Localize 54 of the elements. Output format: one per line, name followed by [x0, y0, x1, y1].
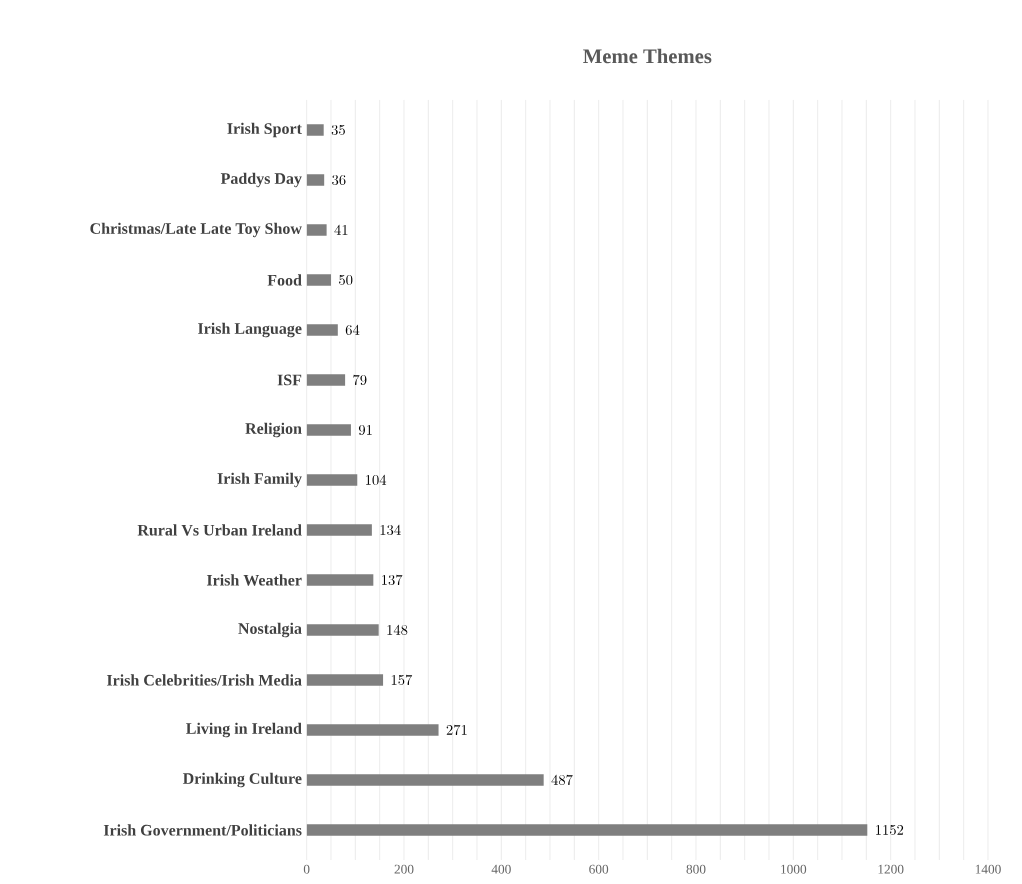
y-tick-label: Living in Ireland — [186, 722, 302, 738]
y-tick-label: Rural Vs Urban Ireland — [137, 524, 302, 536]
y-tick-label: Irish Government/Politicians — [103, 824, 302, 836]
y-tick-label: Religion — [245, 422, 302, 438]
data-label: 35 — [331, 124, 345, 136]
x-tick-label: 1400 — [975, 864, 1001, 874]
x-tick-label: 1000 — [781, 864, 807, 874]
x-tick-label: 1200 — [878, 864, 904, 874]
bar — [306, 324, 338, 336]
data-label: 157 — [391, 674, 413, 686]
bar — [306, 574, 374, 586]
bar — [306, 374, 346, 386]
data-label: 271 — [446, 724, 467, 736]
y-tick-label: Paddys Day — [220, 172, 302, 188]
x-tick-label: 0 — [303, 864, 310, 874]
y-tick-label: ISF — [277, 374, 302, 386]
data-label: 104 — [365, 474, 387, 486]
data-label: 137 — [382, 574, 403, 586]
y-tick-label: Irish Language — [198, 322, 302, 338]
bar — [306, 424, 351, 436]
data-label: 91 — [358, 424, 372, 436]
bar — [306, 624, 379, 636]
data-label: 487 — [551, 774, 573, 786]
y-tick-label: Irish Weather — [206, 574, 302, 586]
bar — [306, 474, 358, 486]
x-tick-label: 200 — [394, 864, 414, 874]
data-label: 36 — [332, 174, 346, 186]
data-label: 41 — [334, 224, 348, 235]
bar — [306, 174, 325, 186]
y-tick-label: Irish Sport — [227, 122, 302, 138]
data-label: 64 — [345, 324, 360, 336]
bar — [306, 774, 544, 786]
y-tick-label: Food — [267, 274, 302, 286]
bar — [306, 224, 327, 236]
data-label: 50 — [339, 274, 353, 286]
chart-title: Meme Themes — [583, 48, 712, 64]
y-tick-label: Drinking Culture — [182, 772, 302, 788]
bar — [306, 724, 439, 736]
bar — [306, 124, 324, 136]
bar — [306, 824, 868, 836]
data-label: 134 — [380, 524, 401, 536]
y-tick-label: Irish Family — [217, 472, 302, 488]
x-tick-label: 800 — [686, 864, 706, 874]
x-tick-label: 600 — [589, 864, 609, 874]
y-tick-label: Christmas/Late Late Toy Show — [90, 222, 302, 238]
bar — [306, 274, 331, 286]
x-tick-label: 400 — [491, 864, 511, 874]
y-tick-label: Irish Celebrities/Irish Media — [106, 674, 302, 686]
y-tick-label: Nostalgia — [238, 622, 302, 638]
bar — [306, 674, 384, 686]
data-label: 148 — [387, 624, 408, 636]
bar — [306, 524, 372, 536]
data-label: 79 — [353, 374, 367, 386]
data-label: 1152 — [875, 824, 904, 836]
